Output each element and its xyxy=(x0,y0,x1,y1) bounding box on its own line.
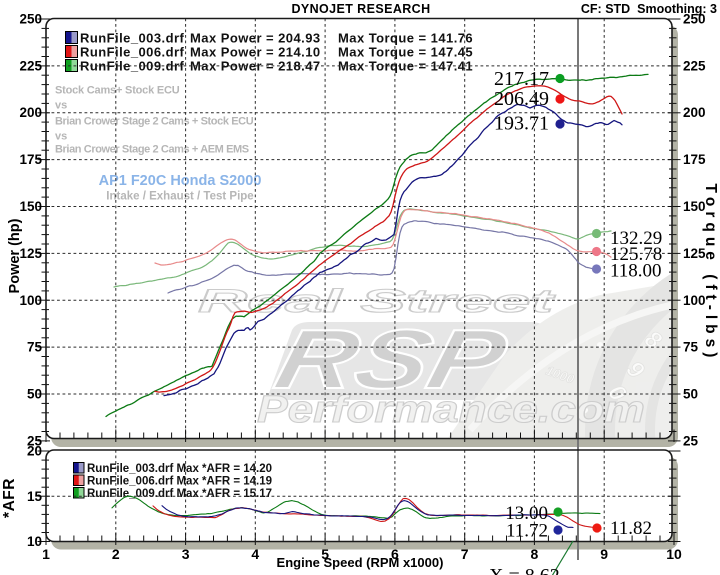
svg-text:175: 175 xyxy=(19,152,42,167)
svg-text:1: 1 xyxy=(42,546,50,562)
svg-text:15: 15 xyxy=(27,489,43,504)
svg-text:118.00: 118.00 xyxy=(610,261,662,282)
svg-text:5: 5 xyxy=(321,546,329,562)
svg-text:11.72: 11.72 xyxy=(506,521,548,542)
svg-text:200: 200 xyxy=(19,105,42,120)
svg-text:150: 150 xyxy=(683,199,706,214)
svg-text:Real Street: Real Street xyxy=(198,283,556,319)
svg-text:6: 6 xyxy=(391,546,399,562)
svg-text:Intake / Exhaust / Test Pipe: Intake / Exhaust / Test Pipe xyxy=(106,191,253,203)
svg-text:RunFile_006.drf: RunFile_006.drf xyxy=(80,45,184,60)
svg-text:RunFile_003.drf Max *AFR = 14.: RunFile_003.drf Max *AFR = 14.20 xyxy=(87,463,272,475)
svg-text:Power (hp): Power (hp) xyxy=(7,218,23,293)
svg-text:50: 50 xyxy=(27,387,42,402)
svg-text:Engine Speed (RPM x1000): Engine Speed (RPM x1000) xyxy=(277,555,444,570)
svg-text:175: 175 xyxy=(683,152,706,167)
svg-text:75: 75 xyxy=(27,340,43,355)
svg-text:RunFile_006.drf Max *AFR = 14.: RunFile_006.drf Max *AFR = 14.19 xyxy=(87,476,272,488)
svg-text:150: 150 xyxy=(19,199,42,214)
svg-text:100: 100 xyxy=(683,293,706,308)
svg-text:193.71: 193.71 xyxy=(494,113,549,135)
svg-text:4: 4 xyxy=(251,546,259,562)
svg-text:CF: STD Smoothing: 3: CF: STD Smoothing: 3 xyxy=(581,2,717,16)
svg-text:132.29: 132.29 xyxy=(610,228,662,249)
svg-text:75: 75 xyxy=(683,340,699,355)
svg-text:vs: vs xyxy=(55,100,67,112)
svg-text:217.17: 217.17 xyxy=(494,68,549,90)
svg-text:9: 9 xyxy=(600,546,608,562)
svg-text:Torque (ft-lbs): Torque (ft-lbs) xyxy=(702,184,719,363)
svg-text:20: 20 xyxy=(27,444,42,459)
svg-text:25: 25 xyxy=(683,433,699,448)
svg-text:13.00: 13.00 xyxy=(505,503,548,524)
svg-text:50: 50 xyxy=(683,387,698,402)
svg-text:Brian Crower Stage 2 Cams + AE: Brian Crower Stage 2 Cams + AEM EMS xyxy=(55,144,249,156)
svg-text:11.82: 11.82 xyxy=(610,518,652,539)
svg-text:Max Power = 204.93: Max Power = 204.93 xyxy=(190,31,321,46)
svg-text:Max Torque = 141.76: Max Torque = 141.76 xyxy=(338,31,473,46)
svg-text:RunFile_009.drf: RunFile_009.drf xyxy=(80,59,184,74)
svg-text:Max Torque = 147.45: Max Torque = 147.45 xyxy=(338,45,473,60)
svg-text:vs: vs xyxy=(55,131,67,143)
svg-text:250: 250 xyxy=(683,12,706,27)
svg-text:100: 100 xyxy=(19,293,42,308)
svg-text:250: 250 xyxy=(19,12,42,27)
svg-text:*AFR: *AFR xyxy=(1,478,18,518)
svg-text:Stock Cams+ Stock ECU: Stock Cams+ Stock ECU xyxy=(55,85,180,97)
svg-text:8: 8 xyxy=(531,546,539,562)
svg-text:RunFile_009.drf Max *AFR = 15.: RunFile_009.drf Max *AFR = 15.17 xyxy=(87,488,272,500)
svg-text:125: 125 xyxy=(19,246,42,261)
svg-text:200: 200 xyxy=(683,105,706,120)
svg-text:3: 3 xyxy=(182,546,190,562)
svg-text:225: 225 xyxy=(683,58,706,73)
svg-text:206.49: 206.49 xyxy=(494,88,549,110)
svg-text:7: 7 xyxy=(461,546,469,562)
svg-text:225: 225 xyxy=(19,58,42,73)
svg-text:2: 2 xyxy=(112,546,120,562)
svg-text:RunFile_003.drf: RunFile_003.drf xyxy=(80,31,184,46)
svg-text:125.78: 125.78 xyxy=(610,244,662,265)
svg-text:10: 10 xyxy=(27,534,42,549)
svg-text:RSP: RSP xyxy=(267,313,515,407)
svg-text:X = 8.62: X = 8.62 xyxy=(489,565,560,575)
svg-text:Performance.com: Performance.com xyxy=(257,389,645,431)
svg-text:10: 10 xyxy=(666,546,682,562)
svg-text:125: 125 xyxy=(683,246,706,261)
svg-text:AP1 F20C Honda S2000: AP1 F20C Honda S2000 xyxy=(99,173,262,189)
svg-text:25: 25 xyxy=(27,433,43,448)
svg-text:DYNOJET RESEARCH: DYNOJET RESEARCH xyxy=(291,2,430,16)
svg-text:Brian Crower Stage 2 Cams + St: Brian Crower Stage 2 Cams + Stock ECU xyxy=(55,116,254,128)
